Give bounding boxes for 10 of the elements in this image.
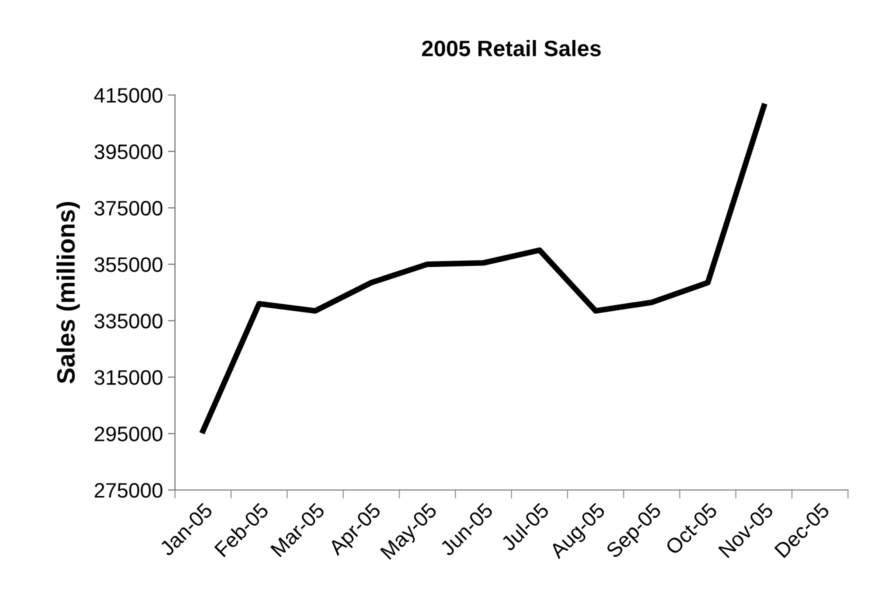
y-tick-label: 415000: [94, 88, 162, 103]
y-axis-title: Sales (millions): [56, 202, 80, 384]
chart-title: 2005 Retail Sales: [422, 40, 601, 56]
y-tick-label: 315000: [94, 370, 162, 385]
y-tick-label: 395000: [94, 144, 162, 160]
y-tick-label: 275000: [94, 483, 162, 498]
y-tick-label: 375000: [94, 200, 162, 216]
y-tick-label: 335000: [94, 314, 162, 328]
y-tick-label: 355000: [94, 257, 162, 272]
y-tick-label: 295000: [94, 426, 162, 442]
